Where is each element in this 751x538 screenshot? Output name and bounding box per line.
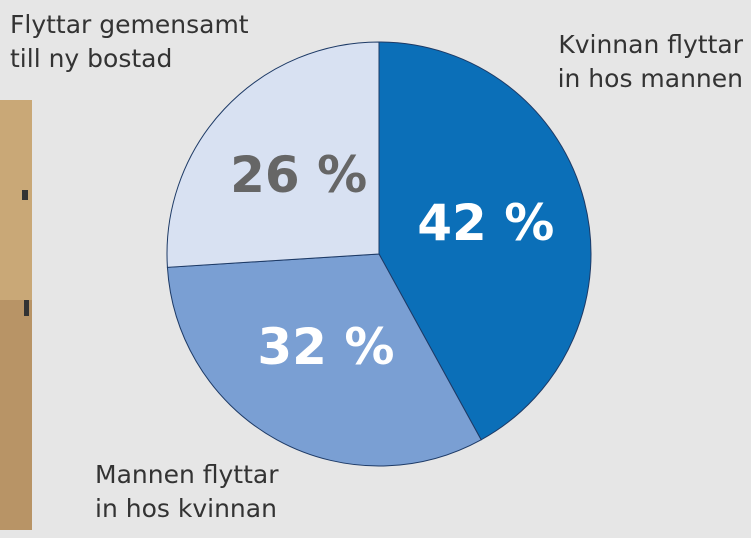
page: 42 % 32 % 26 % Kvinnan flyttar in hos mann… [0, 0, 751, 538]
value-label: 42 % [417, 194, 554, 252]
category-label: Flyttar gemensamt till ny bostad [10, 8, 249, 76]
box-photo [0, 100, 32, 530]
value-label: 32 % [257, 318, 394, 376]
category-label: Kvinnan flyttar in hos mannen [558, 28, 743, 96]
value-label: 26 % [230, 146, 367, 204]
category-label: Mannen flyttar in hos kvinnan [95, 458, 279, 526]
